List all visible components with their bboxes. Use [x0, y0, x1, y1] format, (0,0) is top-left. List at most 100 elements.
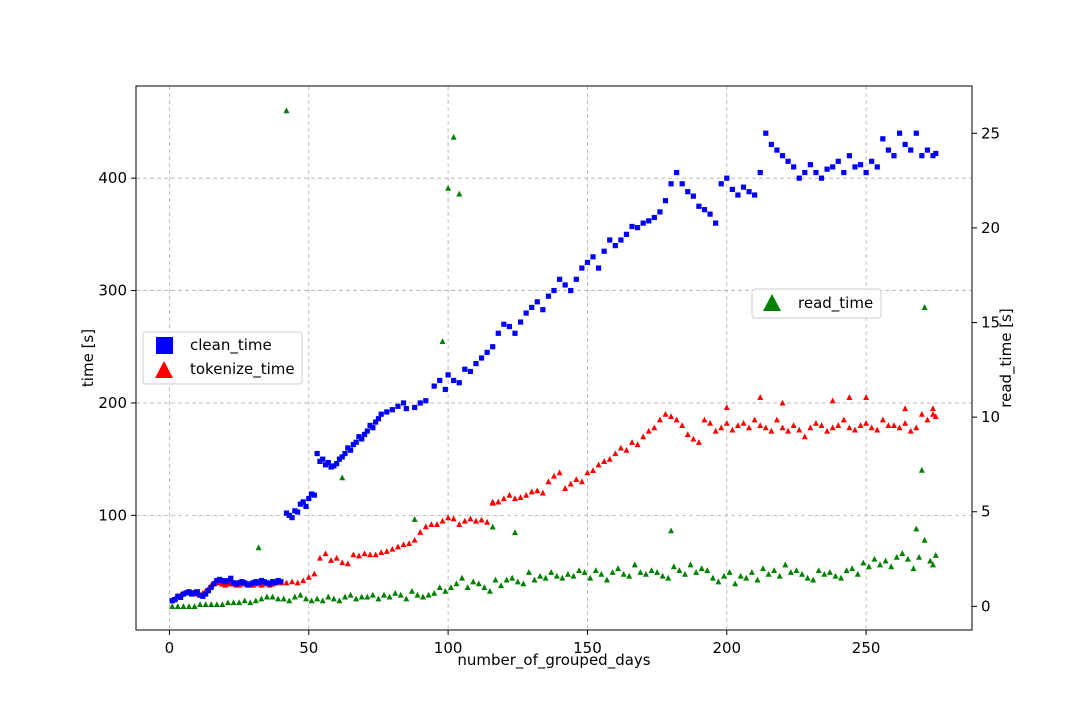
data-point — [620, 570, 627, 577]
data-point — [280, 595, 287, 602]
data-point — [255, 544, 262, 551]
data-point — [826, 569, 833, 575]
data-point — [765, 570, 772, 577]
data-point — [760, 565, 766, 572]
data-point — [375, 595, 382, 602]
y-tick-label: 100 — [98, 506, 127, 524]
data-point — [431, 589, 438, 596]
data-point — [314, 450, 320, 457]
data-point — [511, 529, 518, 536]
data-point — [433, 521, 440, 527]
y-right-tick-label: 10 — [981, 408, 1000, 426]
data-point — [300, 499, 306, 505]
data-point — [481, 584, 488, 591]
data-point — [773, 416, 780, 423]
data-point — [408, 588, 415, 594]
legend-tokenize-time-label: tokenize_time — [190, 360, 295, 379]
data-point — [743, 574, 750, 581]
data-point — [634, 441, 641, 448]
data-point — [893, 553, 900, 560]
data-point — [275, 595, 282, 602]
data-point — [322, 462, 329, 468]
y-right-tick-label: 15 — [981, 314, 1000, 332]
data-point — [328, 464, 334, 470]
data-point — [191, 603, 198, 609]
data-point — [763, 130, 769, 136]
data-point — [838, 574, 845, 581]
data-point — [609, 569, 616, 575]
data-point — [885, 422, 892, 429]
data-point — [670, 563, 677, 570]
data-point — [517, 494, 524, 500]
data-point — [890, 422, 897, 429]
data-point — [286, 597, 293, 604]
data-point — [629, 439, 636, 445]
data-point — [791, 164, 797, 170]
data-point — [841, 169, 847, 176]
x-tick-label: 150 — [573, 639, 602, 657]
data-point — [328, 557, 335, 563]
data-point — [668, 527, 675, 534]
data-point — [573, 276, 579, 282]
data-point — [810, 576, 817, 583]
data-point — [843, 567, 850, 573]
data-point — [400, 400, 407, 406]
read-time-series — [169, 107, 939, 609]
data-point — [236, 599, 243, 606]
data-point — [640, 433, 647, 440]
data-point — [525, 569, 532, 575]
data-point — [436, 584, 443, 591]
data-point — [802, 169, 808, 176]
data-point — [217, 576, 223, 583]
x-axis-label: number_of_grouped_days — [457, 651, 650, 670]
data-point — [203, 591, 209, 597]
data-point — [395, 403, 401, 409]
data-point — [690, 193, 696, 199]
data-point — [724, 175, 730, 181]
data-point — [615, 565, 622, 572]
data-point — [500, 495, 507, 502]
data-point — [709, 574, 716, 581]
data-point — [512, 330, 518, 336]
data-point — [470, 578, 477, 585]
data-point — [807, 424, 814, 431]
data-point — [495, 498, 502, 505]
data-point — [601, 248, 607, 254]
data-point — [796, 426, 803, 433]
data-point — [325, 593, 332, 600]
data-point — [787, 569, 794, 575]
data-point — [573, 476, 580, 482]
data-point — [637, 569, 644, 575]
data-point — [361, 550, 368, 557]
data-point — [751, 416, 758, 423]
x-tick-label: 50 — [299, 639, 318, 657]
data-point — [640, 220, 646, 226]
data-point — [918, 410, 925, 417]
data-point — [185, 603, 192, 609]
data-point — [829, 424, 836, 431]
data-point — [662, 198, 669, 204]
data-point — [902, 405, 909, 412]
data-point — [347, 591, 354, 598]
data-point — [556, 469, 563, 476]
data-point — [762, 424, 769, 431]
data-point — [852, 164, 858, 170]
data-point — [793, 567, 800, 573]
data-point — [768, 427, 775, 434]
legend-right-box — [751, 288, 882, 319]
data-point — [236, 580, 242, 586]
data-point — [659, 572, 666, 579]
data-point — [579, 265, 585, 271]
data-point — [779, 424, 786, 431]
data-point — [495, 330, 501, 336]
data-point — [567, 480, 574, 487]
data-point — [241, 597, 248, 604]
data-point — [489, 523, 496, 530]
data-point — [807, 162, 813, 168]
data-point — [830, 164, 836, 170]
data-point — [523, 310, 529, 316]
data-point — [392, 589, 399, 596]
data-point — [489, 498, 496, 505]
data-point — [551, 287, 557, 294]
